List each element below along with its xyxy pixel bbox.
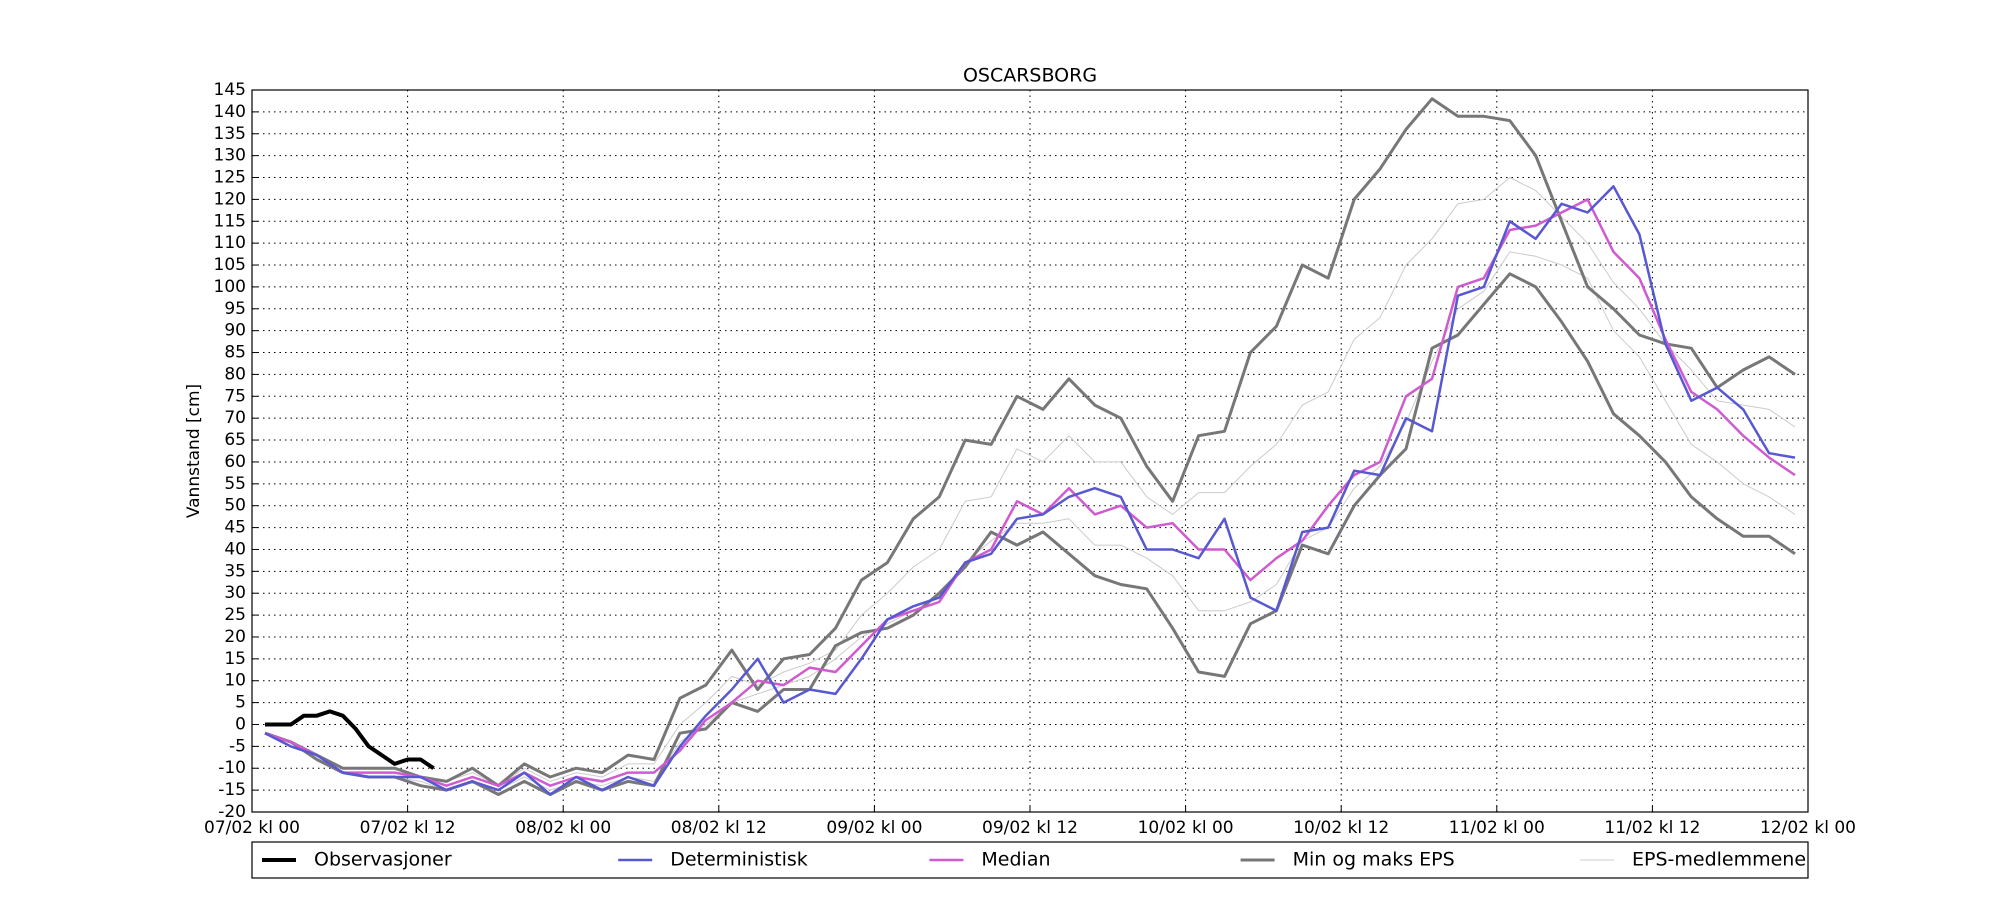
y-tick-label: 15	[224, 649, 246, 669]
x-tick-label: 08/02 kl 12	[671, 818, 767, 838]
y-axis-label: Vannstand [cm]	[184, 384, 204, 518]
x-tick-label: 11/02 kl 00	[1449, 818, 1545, 838]
y-tick-label: 65	[224, 430, 246, 450]
chart-title: OSCARSBORG	[963, 65, 1097, 87]
max-line	[264, 97, 1796, 788]
y-tick-label: 105	[214, 255, 246, 275]
x-tick-label: 10/02 kl 00	[1138, 818, 1234, 838]
y-tick-label: -20	[218, 802, 246, 822]
x-tick-label: 07/02 kl 12	[360, 818, 456, 838]
y-tick-label: 125	[214, 168, 246, 188]
y-tick-label: 55	[224, 474, 246, 494]
y-tick-label: 30	[224, 583, 246, 603]
series-line	[264, 185, 1796, 796]
legend-label: Median	[981, 849, 1050, 871]
series-line	[265, 709, 435, 770]
min-line	[264, 272, 1796, 796]
x-tick-label: 09/02 kl 00	[826, 818, 922, 838]
y-tick-label: 70	[224, 408, 246, 428]
y-tick-label: 120	[214, 189, 246, 209]
y-tick-label: 45	[224, 518, 246, 538]
y-tick-label: 20	[224, 627, 246, 647]
x-tick-label: 09/02 kl 12	[982, 818, 1078, 838]
y-tick-label: 10	[224, 671, 246, 691]
y-tick-label: 75	[224, 386, 246, 406]
y-tick-label: 35	[224, 561, 246, 581]
y-tick-label: 80	[224, 364, 246, 384]
y-tick-label: -5	[229, 736, 246, 756]
plot-frame	[251, 89, 1809, 813]
legend-label: Deterministisk	[670, 849, 808, 871]
y-tick-label: 5	[235, 693, 246, 713]
plot-lines	[264, 97, 1796, 796]
eps-member-line	[264, 177, 1796, 787]
y-tick-label: 50	[224, 496, 246, 516]
y-tick-label: 145	[214, 80, 246, 100]
legend-label: Observasjoner	[314, 849, 452, 871]
x-tick-label: 07/02 kl 00	[204, 818, 300, 838]
legend-label: Min og maks EPS	[1293, 849, 1455, 871]
y-tick-label: 0	[235, 714, 246, 734]
y-tick-label: 40	[224, 539, 246, 559]
x-tick-label: 11/02 kl 12	[1604, 818, 1700, 838]
y-tick-label: 130	[214, 146, 246, 166]
y-tick-label: 110	[214, 233, 246, 253]
x-tick-label: 10/02 kl 12	[1293, 818, 1389, 838]
legend-box	[251, 841, 1809, 879]
y-tick-label: 95	[224, 299, 246, 319]
x-tick-label: 08/02 kl 00	[515, 818, 611, 838]
y-tick-label: 25	[224, 605, 246, 625]
y-tick-label: 140	[214, 102, 246, 122]
y-tick-label: 60	[224, 452, 246, 472]
y-tick-label: -15	[218, 780, 246, 800]
y-tick-label: 85	[224, 343, 246, 363]
y-tick-label: 135	[214, 124, 246, 144]
y-tick-label: 90	[224, 321, 246, 341]
eps-member-line	[264, 251, 1796, 791]
legend-label: EPS-medlemmene	[1632, 849, 1806, 871]
y-tick-label: 100	[214, 277, 246, 297]
x-tick-label: 12/02 kl 00	[1760, 818, 1856, 838]
y-tick-label: 115	[214, 211, 246, 231]
y-tick-label: -10	[218, 758, 246, 778]
